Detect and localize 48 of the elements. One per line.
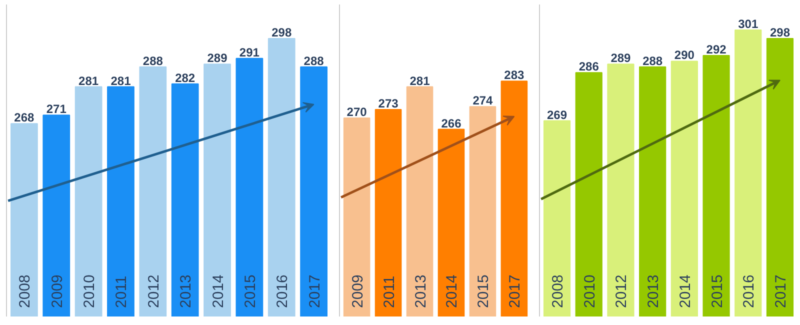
category-label: 2015	[475, 274, 492, 308]
data-label: 281	[78, 74, 99, 88]
category-label: 2014	[210, 274, 227, 308]
data-label: 282	[175, 70, 196, 85]
category-label: 2013	[412, 274, 430, 308]
data-label: 288	[642, 54, 663, 68]
category-label: 2017	[772, 274, 790, 308]
data-label: 288	[304, 54, 324, 68]
data-label: 291	[239, 45, 260, 60]
data-label: 273	[378, 96, 399, 110]
category-label: 2008	[550, 274, 567, 308]
data-label: 269	[547, 108, 568, 122]
data-label: 288	[142, 54, 164, 68]
data-label: 289	[207, 51, 228, 66]
category-label: 2013	[645, 274, 662, 308]
data-label: 298	[770, 26, 790, 40]
data-label: 281	[110, 74, 132, 88]
category-label: 2013	[178, 274, 195, 308]
data-label: 281	[410, 74, 430, 88]
category-label: 2012	[145, 274, 162, 308]
data-label: 298	[272, 26, 292, 40]
data-label: 274	[472, 94, 494, 108]
category-label: 2014	[676, 274, 694, 308]
category-label: 2015	[242, 274, 259, 308]
category-label: 2016	[740, 274, 758, 308]
category-label: 2017	[506, 274, 524, 308]
data-label: 290	[674, 48, 695, 62]
category-label: 2017	[306, 274, 324, 308]
data-label: 286	[578, 60, 600, 74]
data-label: 268	[14, 110, 35, 125]
data-label: 289	[610, 51, 632, 66]
category-label: 2016	[274, 274, 292, 308]
category-label: 2011	[380, 276, 398, 308]
category-label: 2012	[613, 274, 630, 308]
data-label: 301	[738, 17, 758, 32]
category-label: 2011	[113, 276, 130, 308]
data-label: 283	[504, 68, 525, 82]
data-label: 270	[346, 104, 368, 119]
data-label: 266	[441, 116, 462, 130]
category-label: 2009	[349, 274, 366, 308]
category-label: 2010	[581, 274, 598, 308]
category-label: 2014	[444, 274, 461, 308]
category-label: 2008	[16, 274, 34, 308]
category-label: 2010	[81, 274, 98, 308]
data-label: 292	[706, 42, 727, 57]
category-label: 2015	[708, 274, 726, 308]
data-label: 271	[46, 102, 67, 116]
category-label: 2009	[48, 274, 66, 308]
